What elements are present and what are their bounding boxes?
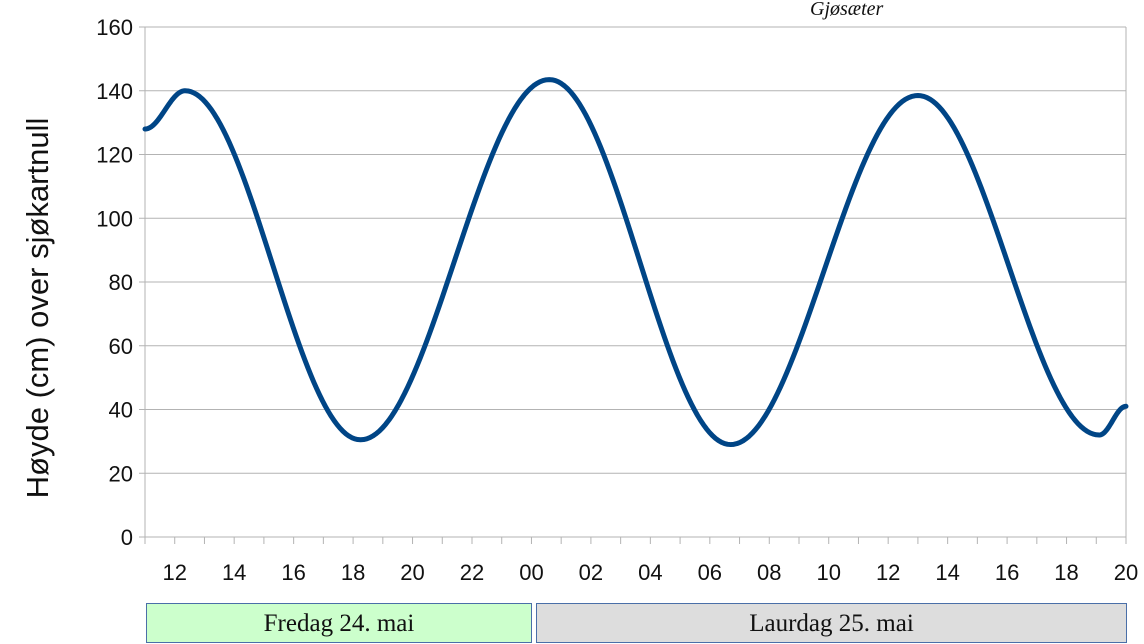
credit-text: Gjøsæter [810,0,884,20]
y-tick-label: 0 [121,525,133,550]
x-tick-label: 20 [400,560,424,585]
x-tick-label: 10 [816,560,840,585]
x-tick-label: 14 [222,560,246,585]
x-tick-label: 12 [876,560,900,585]
x-tick-label: 08 [757,560,781,585]
x-tick-label: 18 [341,560,365,585]
y-tick-label: 40 [109,398,133,423]
day-label-friday: Fredag 24. mai [146,603,532,643]
day-label-saturday: Laurdag 25. mai [536,603,1127,643]
grid-lines [145,26,1127,538]
x-tick-label: 16 [281,560,305,585]
y-tick-label: 20 [109,461,133,486]
y-axis-label: Høyde (cm) over sjøkartnull [20,118,55,499]
y-tick-label: 160 [96,15,133,40]
x-tick-label: 12 [162,560,186,585]
x-tick-label: 20 [1114,560,1138,585]
x-ticks: 12 14 16 18 20 22 00 02 04 06 08 10 12 14 16 18 20 [144,537,1138,585]
x-tick-label: 04 [638,560,662,585]
y-tick-label: 100 [96,206,133,231]
tide-line [142,77,1129,448]
x-tick-label: 18 [1054,560,1078,585]
y-tick-label: 140 [96,79,133,104]
y-ticks: 0 20 40 60 80 100 120 140 160 [96,15,145,550]
y-tick-label: 80 [109,270,133,295]
x-tick-label: 14 [935,560,959,585]
x-tick-label: 16 [995,560,1019,585]
x-tick-label: 00 [519,560,543,585]
x-tick-label: 02 [579,560,603,585]
x-tick-label: 22 [460,560,484,585]
y-tick-label: 120 [96,143,133,168]
x-tick-label: 06 [698,560,722,585]
y-tick-label: 60 [109,334,133,359]
